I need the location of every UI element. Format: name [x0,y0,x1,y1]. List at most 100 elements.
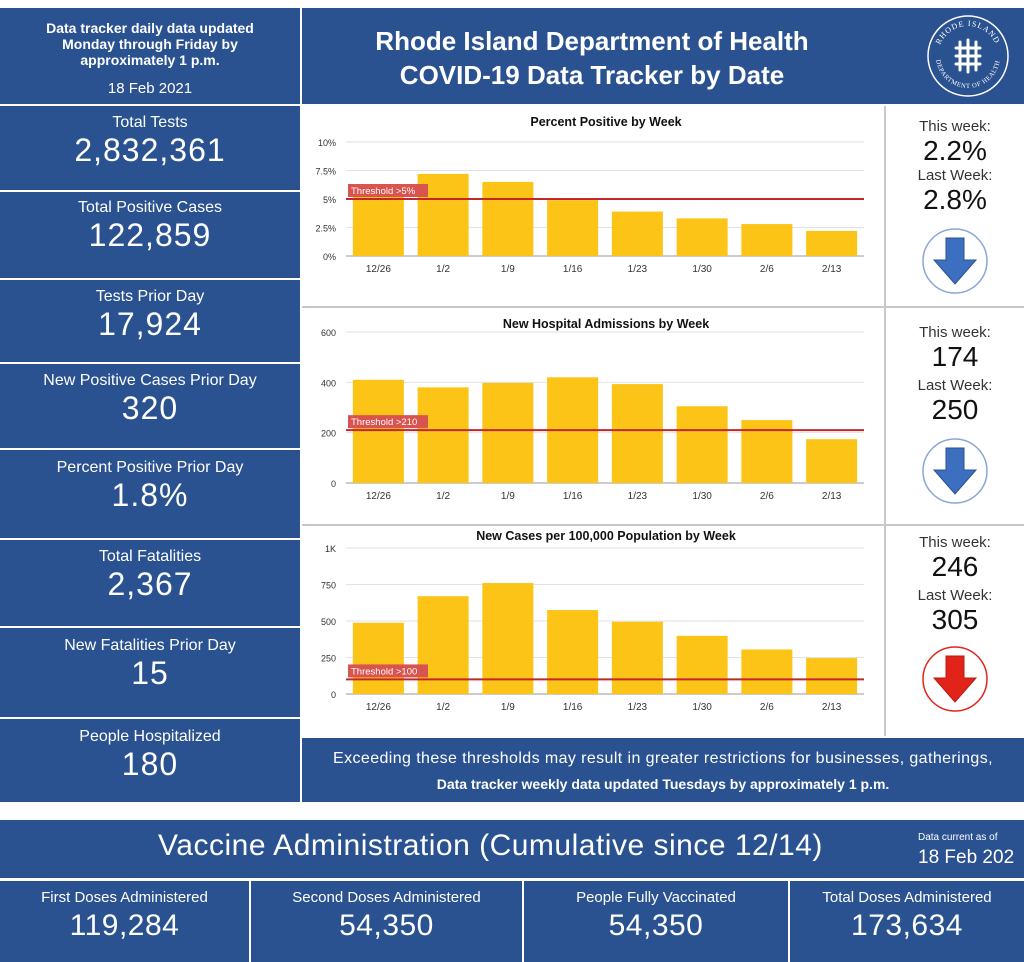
chart-title: New Cases per 100,000 Population by Week [476,529,736,543]
stat-new-positive-prior-day: New Positive Cases Prior Day 320 [0,372,300,427]
stat-divider [0,717,300,719]
stat-label: Total Positive Cases [77,199,223,216]
stat-divider [0,626,300,628]
bar [741,649,793,694]
stat-label: Percent Positive Prior Day [56,459,244,476]
x-tick-label: 1/16 [563,264,583,275]
threshold-label: Threshold >210 [351,417,417,428]
stat-value: 2,832,361 [74,132,226,168]
fully-vaccinated-box: People Fully Vaccinated 54,350 [524,881,788,962]
this-week-label: This week: [919,324,991,341]
page-subtitle: COVID-19 Data Tracker by Date [399,60,785,90]
this-week-label: This week: [919,534,991,551]
x-tick-label: 2/13 [822,264,842,275]
vaccine-box-label: Second Doses Administered [292,889,481,906]
stat-total-fatalities: Total Fatalities 2,367 [0,548,300,603]
stat-divider [0,538,300,540]
hospital-admissions-panel: New Hospital Admissions by Week 0 200 400 60… [302,308,884,524]
stat-total-tests: Total Tests 2,832,361 [0,114,300,169]
this-week-label: This week: [919,118,991,135]
threshold-label-bg [348,664,428,678]
vaccine-box-value: 173,634 [851,909,963,942]
bar [806,658,858,694]
bar [547,610,599,694]
threshold-note: Exceeding these thresholds may result in… [333,750,993,767]
x-tick-label: 1/2 [436,264,450,275]
bar [547,200,599,256]
update-note-line: approximately 1 p.m. [80,52,220,68]
this-week-value: 2.2% [923,135,987,166]
y-tick-label: 5% [323,195,336,205]
x-tick-label: 12/26 [366,491,391,502]
panel-divider [302,306,1024,308]
bar [611,211,663,256]
x-tick-label: 1/30 [692,264,712,275]
y-tick-label: 600 [321,328,336,338]
stat-tests-prior-day: Tests Prior Day 17,924 [0,288,300,343]
stat-total-positive: Total Positive Cases 122,859 [0,199,300,254]
this-week-value: 174 [931,341,979,372]
stat-percent-positive-prior-day: Percent Positive Prior Day 1.8% [0,459,300,514]
total-doses-box: Total Doses Administered 173,634 [790,881,1024,962]
trend-down-arrow-icon [922,646,988,712]
threshold-footer: Exceeding these thresholds may result in… [302,738,1024,802]
x-tick-label: 1/2 [436,491,450,502]
ri-health-seal-logo: RHODE ISLAND DEPARTMENT OF HEALTH [927,15,1009,97]
bar [806,439,858,483]
y-tick-label: 1K [325,544,336,554]
bar [482,583,534,694]
stat-new-fatalities-prior-day: New Fatalities Prior Day 15 [0,637,300,692]
percent-positive-weekly: This week: 2.2% Last Week: 2.8% [886,106,1024,306]
percent-positive-chart: Percent Positive by Week 0% 2.5% 5% 7.5% 10% 1… [315,115,864,275]
x-tick-label: 1/2 [436,702,450,713]
y-tick-label: 200 [321,429,336,439]
bar [806,230,858,256]
stat-value: 17,924 [98,306,202,342]
header-title-panel: Rhode Island Department of Health COVID-… [302,8,1024,104]
vaccine-box-value: 119,284 [69,909,180,942]
stat-value: 320 [121,390,179,426]
vaccine-current-label: Data current as of [918,832,998,843]
x-tick-label: 12/26 [366,264,391,275]
side-divider [884,106,886,736]
x-tick-label: 1/30 [692,702,712,713]
x-tick-label: 12/26 [366,702,391,713]
bar [417,387,469,483]
threshold-label-bg [348,415,428,429]
y-tick-label: 500 [321,617,336,627]
y-tick-label: 2.5% [315,224,336,234]
stat-label: Tests Prior Day [95,288,205,305]
x-tick-label: 1/9 [501,264,515,275]
x-tick-label: 2/6 [760,264,774,275]
stat-label: New Fatalities Prior Day [64,637,236,654]
vaccine-header: Vaccine Administration (Cumulative since… [0,820,1024,878]
stat-label: Total Tests [112,114,188,131]
bar [352,622,404,694]
stat-label: People Hospitalized [79,728,221,745]
x-tick-label: 2/13 [822,491,842,502]
second-doses-box: Second Doses Administered 54,350 [251,881,522,962]
update-date: 18 Feb 2021 [107,80,193,97]
this-week-value: 246 [931,551,979,582]
y-tick-label: 10% [318,138,336,148]
hospital-admissions-weekly: This week: 174 Last Week: 250 [886,308,1024,524]
last-week-label: Last Week: [917,167,993,184]
last-week-value: 250 [931,394,979,425]
x-tick-label: 1/23 [628,264,648,275]
panel-divider [302,524,1024,526]
stat-value: 2,367 [107,566,193,602]
vaccine-box-label: Total Doses Administered [822,889,992,906]
bar [611,384,663,483]
stat-value: 122,859 [88,217,212,253]
vaccine-title: Vaccine Administration (Cumulative since… [158,829,823,862]
y-tick-label: 0% [323,252,336,262]
vaccine-box-value: 54,350 [608,909,704,942]
stat-people-hospitalized: People Hospitalized 180 [0,728,300,783]
stat-divider [0,190,300,192]
x-tick-label: 1/9 [501,702,515,713]
stat-divider [0,278,300,280]
y-tick-label: 7.5% [315,167,336,177]
y-tick-label: 400 [321,378,336,388]
vaccine-box-label: First Doses Administered [41,889,208,906]
y-tick-label: 0 [331,690,336,700]
